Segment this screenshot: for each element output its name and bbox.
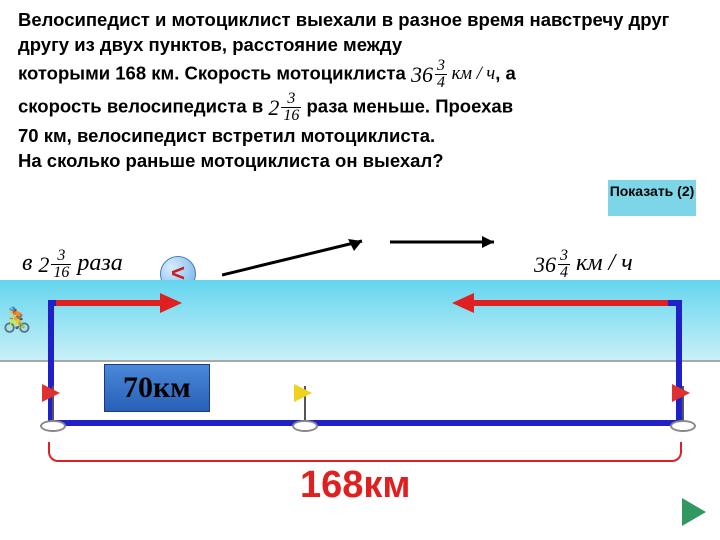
flag-end	[670, 386, 696, 432]
dist-70-box: 70км	[104, 364, 210, 412]
dist-total: 168км	[300, 464, 411, 507]
p-line2b: , а	[495, 62, 516, 83]
p-line5: На сколько раньше мотоциклиста он выехал…	[18, 150, 444, 171]
ratio-frac: 2316	[268, 91, 301, 124]
moto-arrow	[470, 300, 670, 306]
sky	[0, 280, 720, 360]
horizon-line	[0, 360, 720, 362]
pointer-arrow-1	[222, 237, 382, 277]
p-line3a: скорость велосипедиста в	[18, 95, 268, 116]
road-right-nub	[668, 300, 682, 306]
total-brace	[48, 442, 682, 462]
moto-speed-label: 3634 км / ч	[534, 248, 633, 281]
pointer-arrow-2	[390, 232, 510, 252]
p-line2a: которыми 168 км. Скорость мотоциклиста	[18, 62, 411, 83]
flag-start	[40, 386, 66, 432]
cyclist-speed-label: в 2316 раза	[22, 248, 123, 281]
p-line4: 70 км, велосипедист встретил мотоциклист…	[18, 125, 435, 146]
p-line3b: раза меньше. Проехав	[306, 95, 513, 116]
road-line	[48, 420, 680, 426]
problem-text: Велосипедист и мотоциклист выехали в раз…	[18, 8, 702, 174]
cyclist-arrow	[54, 300, 164, 306]
moto-speed-frac: 3634 км / ч	[411, 58, 495, 91]
road-left-nub	[48, 300, 56, 306]
p-line1: Велосипедист и мотоциклист выехали в раз…	[18, 9, 669, 55]
next-button[interactable]	[682, 498, 706, 526]
cyclist-icon: 🚴	[2, 306, 32, 335]
show-button[interactable]: Показать (2)	[608, 180, 696, 216]
flag-meeting	[292, 386, 318, 432]
